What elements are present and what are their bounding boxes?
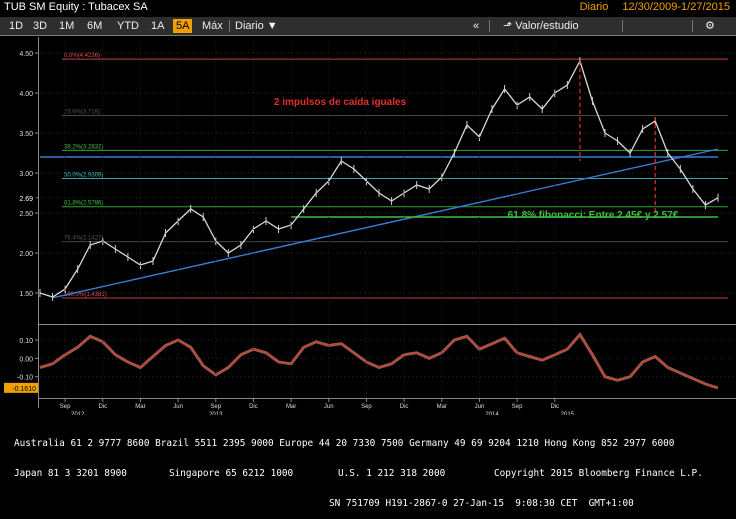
trend-line bbox=[52, 148, 719, 299]
footer-us: U.S. 1 212 318 2000 bbox=[338, 468, 446, 479]
x-month-label: Dic bbox=[249, 404, 258, 410]
osc-tick-label: 0.10 bbox=[19, 338, 33, 345]
x-month-label: Dic bbox=[550, 404, 559, 410]
footer-copyright: Copyright 2015 Bloomberg Finance L.P. bbox=[494, 468, 703, 479]
gear-icon[interactable]: ⚙ bbox=[705, 20, 715, 32]
range-button-3d[interactable]: 3D bbox=[33, 20, 48, 32]
price-grid bbox=[40, 52, 736, 294]
x-axis: Sep Dic Mar Jun Sep Dic Mar Jun Sep Dic Mar Jun Sep D… bbox=[60, 41, 575, 415]
range-button-1d[interactable]: 1D bbox=[9, 20, 24, 32]
period-info: Diario 12/30/2009-1/27/2015 bbox=[566, 1, 730, 13]
osc-last-value-box bbox=[4, 382, 38, 393]
x-month-label: Mar bbox=[286, 404, 296, 410]
fib-level-label: 100.0%(1.4381) bbox=[64, 292, 107, 298]
collapse-button[interactable]: « bbox=[473, 20, 480, 32]
x-month-label: Mar bbox=[437, 404, 447, 410]
x-year-label: 2013 bbox=[209, 412, 223, 415]
price-tick-label: 1.50 bbox=[19, 291, 33, 298]
price-tick-label: 2.50 bbox=[19, 211, 33, 218]
range-button-max[interactable]: Máx bbox=[202, 20, 223, 32]
price-y-axis: 4.504.003.503.002.692.502.001.502.69 bbox=[0, 51, 38, 298]
x-month-label: Sep bbox=[512, 404, 523, 410]
price-tick-label: 3.00 bbox=[19, 171, 33, 178]
chart-line-icon: ⬏ bbox=[503, 20, 513, 32]
last-price-box bbox=[0, 192, 36, 203]
frequency-dropdown-label: Diario bbox=[235, 20, 264, 32]
annotation-drops: 2 impulsos de caída iguales bbox=[274, 97, 407, 108]
x-month-label: Jun bbox=[324, 404, 334, 410]
range-button-1m[interactable]: 1M bbox=[59, 20, 75, 32]
price-chart: 0.0%(4.4236) 23.6%(3.719) 38.2%(3.2832) 50.… bbox=[0, 35, 736, 415]
last-price-label: 2.69 bbox=[19, 196, 33, 203]
toolbar-divider bbox=[692, 20, 693, 32]
footer-japan: Japan 81 3 3201 8900 bbox=[14, 468, 127, 479]
toolbar-divider bbox=[622, 20, 623, 32]
range-button-5a[interactable]: 5A bbox=[173, 19, 193, 33]
x-year-label: 2014 bbox=[485, 412, 499, 415]
fib-level-label: 61.8%(2.5786) bbox=[64, 201, 103, 207]
toolbar-divider bbox=[229, 20, 230, 32]
x-year-label: 2015 bbox=[561, 412, 575, 415]
osc-tick-label: -0.10 bbox=[17, 375, 33, 382]
x-month-label: Sep bbox=[60, 404, 71, 410]
price-tick-label: 3.50 bbox=[19, 131, 33, 138]
chevron-down-icon: ▼ bbox=[266, 20, 278, 32]
price-tick-label: 4.00 bbox=[19, 91, 33, 98]
chart-type-dropdown[interactable]: ⬏ Valor/estudio bbox=[500, 19, 582, 33]
footer-line-1: Australia 61 2 9777 8600 Brazil 5511 239… bbox=[14, 438, 675, 449]
x-year-label: 2012 bbox=[71, 412, 85, 415]
footer: Australia 61 2 9777 8600 Brazil 5511 239… bbox=[14, 419, 729, 519]
date-range-label: 12/30/2009-1/27/2015 bbox=[622, 1, 730, 13]
footer-singapore: Singapore 65 6212 1000 bbox=[169, 468, 294, 479]
osc-tick-label: 0.00 bbox=[19, 356, 33, 363]
price-series bbox=[39, 57, 719, 301]
range-button-ytd[interactable]: YTD bbox=[117, 20, 139, 32]
toolbar-divider bbox=[489, 20, 490, 32]
oscillator-series bbox=[39, 331, 719, 390]
x-month-label: Sep bbox=[210, 404, 221, 410]
fib-level-label: 50.0%(2.9309) bbox=[64, 173, 103, 179]
x-month-label: Dic bbox=[98, 404, 107, 410]
x-month-label: Jun bbox=[173, 404, 183, 410]
fibonacci-levels: 0.0%(4.4236) 23.6%(3.719) 38.2%(3.2832) 50.… bbox=[62, 53, 728, 299]
fib-level-label: 38.2%(3.2832) bbox=[64, 144, 103, 150]
fib-level-label: 0.0%(4.4236) bbox=[64, 53, 100, 59]
x-month-label: Dic bbox=[400, 404, 409, 410]
window-title: TUB SM Equity : Tubacex SA bbox=[4, 1, 148, 13]
price-tick-label: 2.00 bbox=[19, 251, 33, 258]
frequency-label: Diario bbox=[579, 1, 609, 13]
x-month-label: Sep bbox=[361, 404, 372, 410]
osc-last-value-label: -0.1610 bbox=[12, 386, 36, 393]
oscillator-y-axis: 0.10 0.00 -0.10 -0.1610 bbox=[4, 338, 736, 393]
price-tick-label: 4.50 bbox=[19, 51, 33, 58]
range-button-1a[interactable]: 1A bbox=[151, 20, 165, 32]
x-month-label: Jun bbox=[475, 404, 485, 410]
annotation-fibonacci: 61.8% fibonacci: Entre 2.45€ y 2.57€ bbox=[508, 210, 679, 221]
x-month-label: Mar bbox=[135, 404, 145, 410]
drop-markers bbox=[579, 61, 656, 217]
range-button-6m[interactable]: 6M bbox=[87, 20, 103, 32]
trend-lines bbox=[40, 148, 719, 299]
fib-level-label: 23.6%(3.719) bbox=[64, 109, 100, 115]
fib-level-label: 76.4%(2.1427) bbox=[64, 236, 103, 242]
title-bar: TUB SM Equity : Tubacex SA Diario 12/30/2… bbox=[0, 0, 736, 16]
chart-type-label: Valor/estudio bbox=[515, 20, 579, 32]
toolbar: 1D 3D 1M 6M YTD 1A 5A Máx Diario ▼ « ⬏ V… bbox=[0, 17, 736, 35]
footer-line-3: SN 751709 H191-2867-0 27-Jan-15 9:08:30 … bbox=[329, 498, 634, 509]
frequency-dropdown[interactable]: Diario ▼ bbox=[232, 19, 281, 33]
oscillator-line bbox=[39, 333, 719, 389]
